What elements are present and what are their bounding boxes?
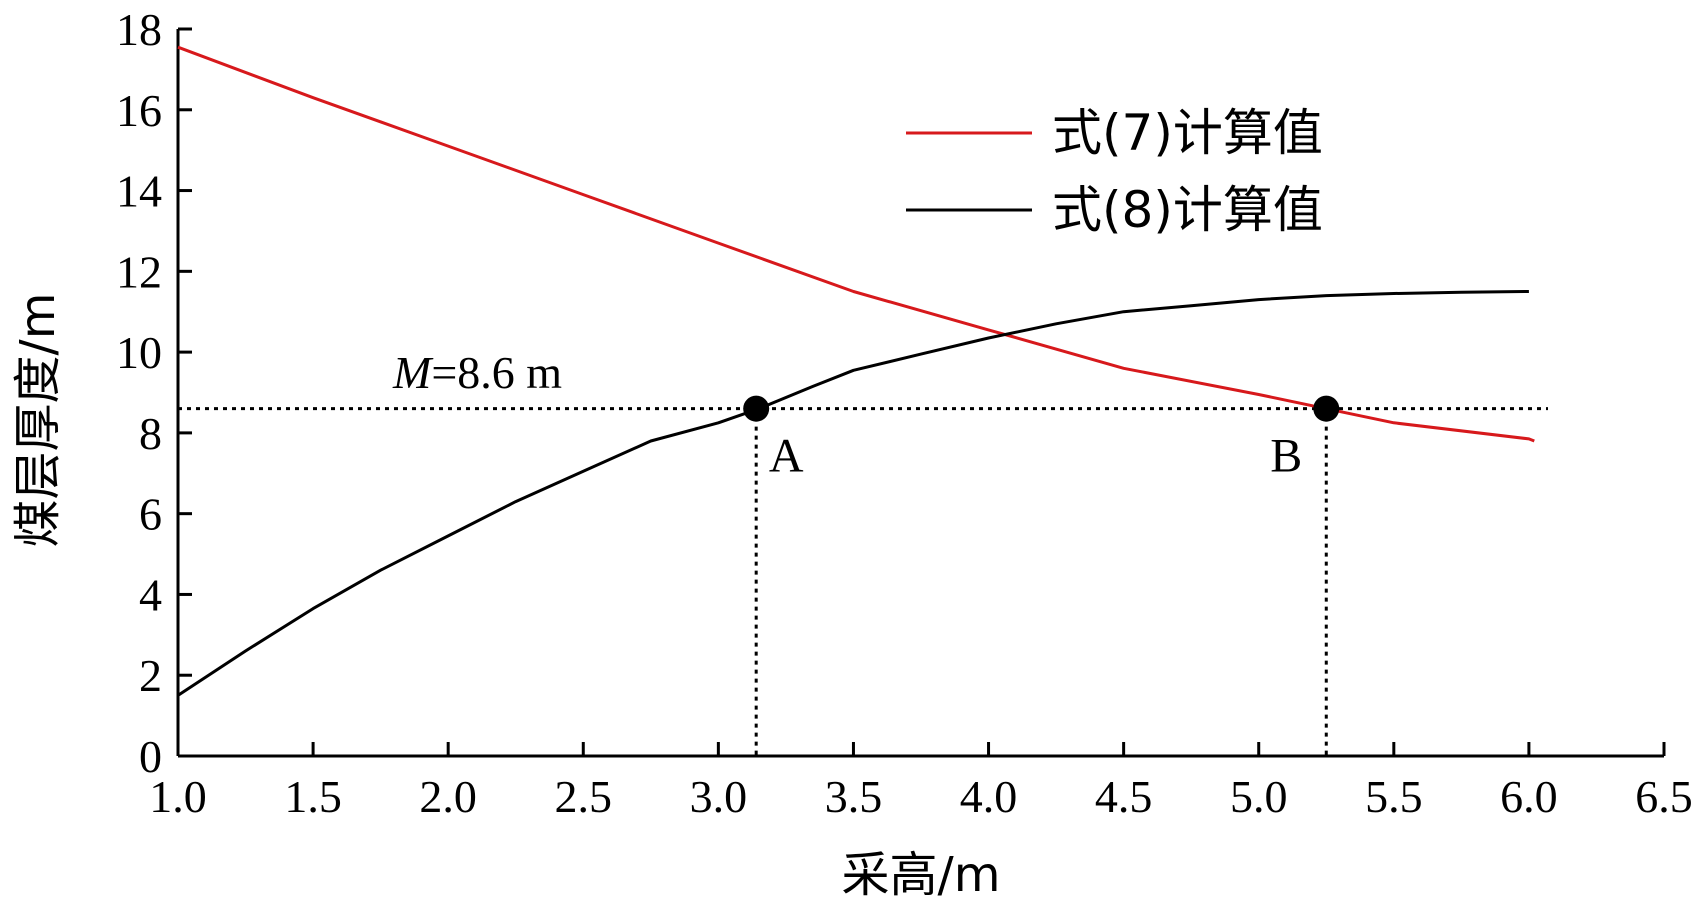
- y-tick-label: 0: [139, 731, 162, 782]
- x-tick-label: 5.5: [1365, 771, 1423, 822]
- y-tick-label: 6: [139, 489, 162, 540]
- x-tick-label: 6.0: [1500, 771, 1558, 822]
- x-tick-label: 5.0: [1230, 771, 1288, 822]
- y-tick-label: 16: [116, 85, 162, 136]
- y-tick-label: 14: [116, 166, 162, 217]
- legend: 式(7)计算值 式(8)计算值: [906, 104, 1323, 239]
- reference-lines: [178, 407, 1548, 756]
- legend-label-series-2: 式(8)计算值: [1052, 181, 1323, 239]
- series-line-2: [177, 290, 1529, 697]
- x-ticks: 1.0 1.5 2.0 2.5 3.0 3.5 4.0 4.5 5.0 5.5 6.0 6.5: [149, 742, 1693, 822]
- point-label-b: B: [1270, 430, 1302, 483]
- x-tick-label: 1.0: [149, 771, 207, 822]
- y-tick-label: 2: [139, 650, 162, 701]
- y-tick-label: 4: [139, 569, 162, 620]
- reference-line-label: M=8.6 m: [392, 347, 562, 398]
- x-tick-label: 3.0: [690, 771, 748, 822]
- legend-label-series-1: 式(7)计算值: [1052, 104, 1323, 162]
- point-label-a: A: [769, 430, 804, 483]
- x-tick-label: 4.0: [960, 771, 1018, 822]
- x-tick-label: 2.0: [419, 771, 477, 822]
- x-axis-title: 采高/m: [842, 847, 1001, 903]
- x-tick-label: 1.5: [284, 771, 342, 822]
- y-ticks: 0 2 4 6 8 10 12 14 16 18: [116, 4, 192, 782]
- y-tick-label: 12: [116, 246, 162, 297]
- point-a: [743, 395, 770, 422]
- series-line-1: [177, 45, 1535, 443]
- y-axis-title: 煤层厚度/m: [10, 293, 66, 548]
- axes: [176, 29, 1664, 758]
- y-tick-label: 8: [139, 408, 162, 459]
- series-group: [177, 45, 1535, 697]
- x-tick-label: 6.5: [1635, 771, 1693, 822]
- y-tick-label: 18: [116, 4, 162, 55]
- x-tick-label: 3.5: [825, 771, 883, 822]
- point-b: [1313, 395, 1340, 422]
- x-tick-label: 4.5: [1095, 771, 1153, 822]
- y-tick-label: 10: [116, 327, 162, 378]
- x-tick-label: 2.5: [555, 771, 613, 822]
